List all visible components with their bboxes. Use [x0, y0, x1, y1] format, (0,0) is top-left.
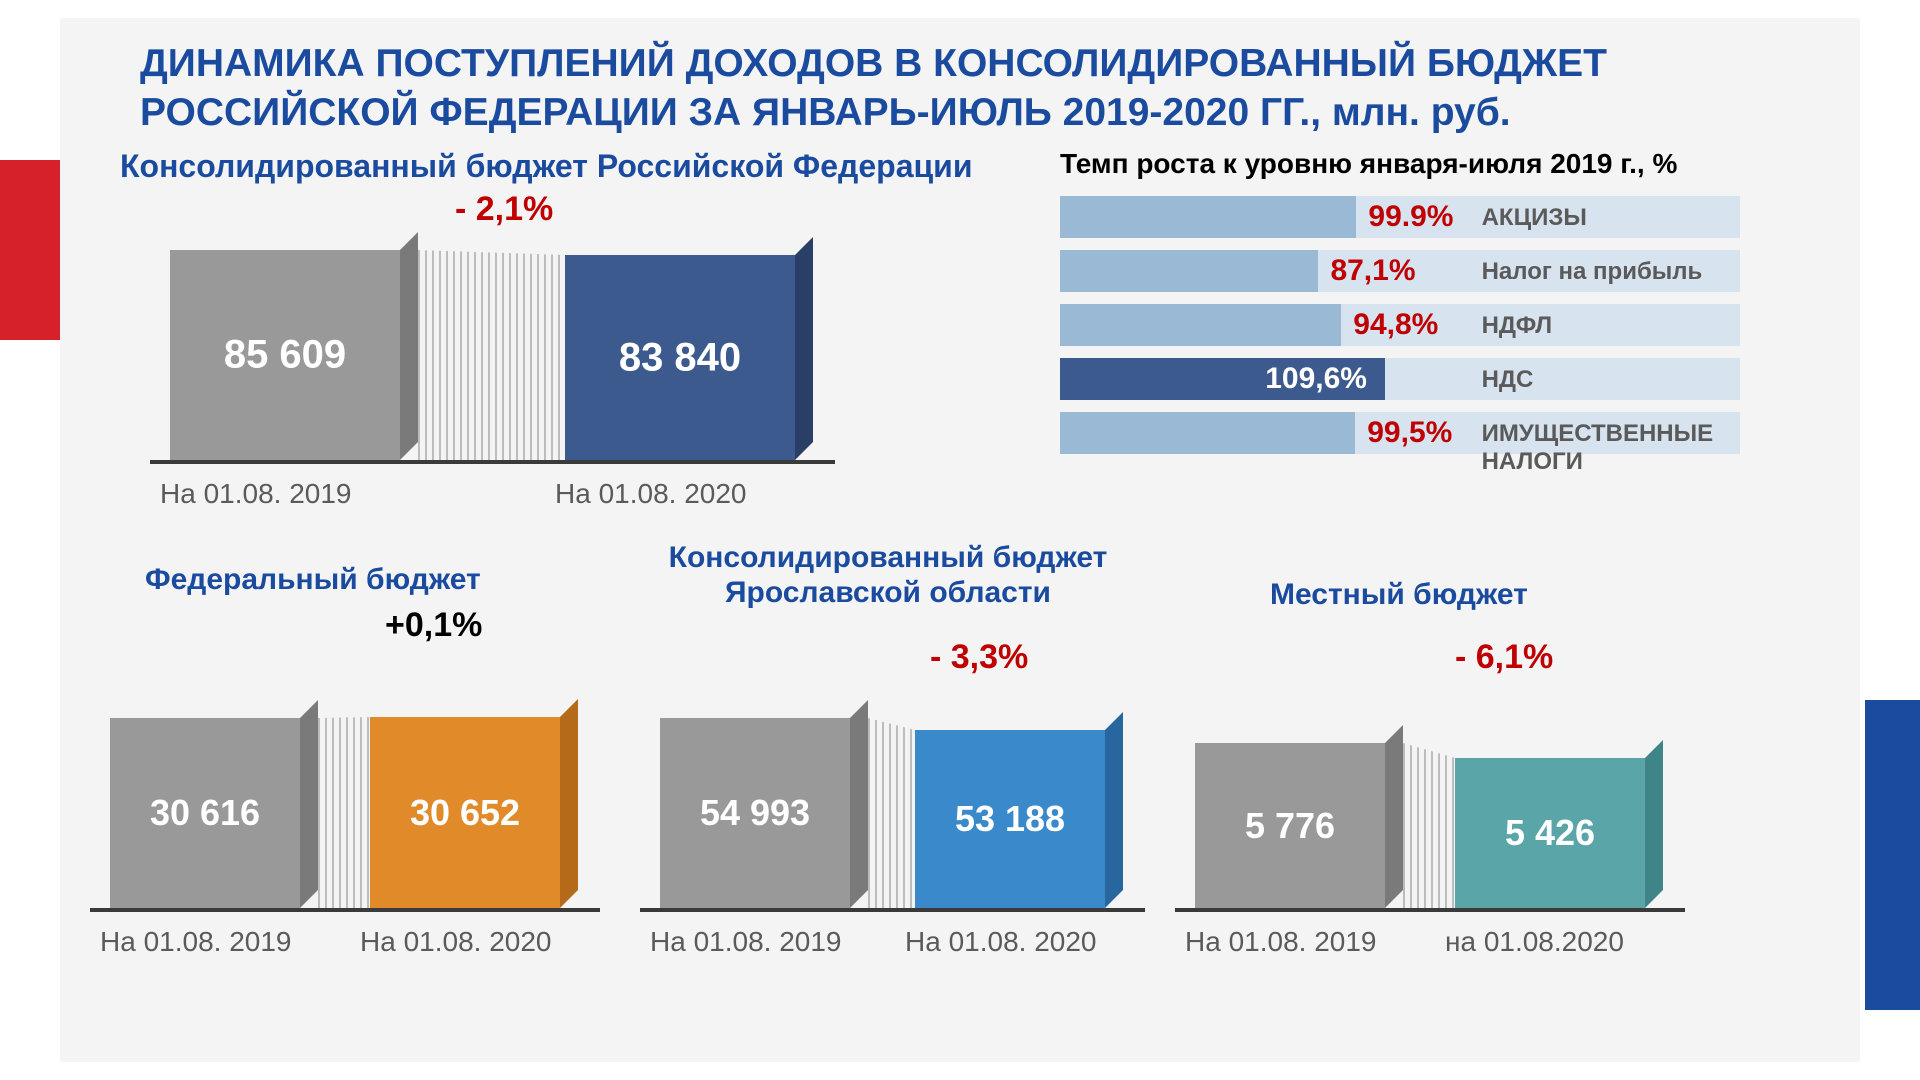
bar-value: 85 609 [170, 333, 400, 378]
funnel-hatch [868, 718, 915, 908]
growth-value: 109,6% [1265, 362, 1367, 396]
bar: 30 616 [110, 718, 300, 908]
axis-label: На 01.08. 2020 [905, 926, 1145, 958]
bar-value: 54 993 [660, 792, 850, 834]
slide-canvas: ДИНАМИКА ПОСТУПЛЕНИЙ ДОХОДОВ В КОНСОЛИДИ… [60, 18, 1860, 1062]
growth-label: НДФЛ [1482, 312, 1754, 340]
chart-title: Федеральный бюджет [145, 563, 565, 597]
funnel-hatch [318, 717, 370, 908]
growth-label: Налог на прибыль [1482, 258, 1754, 286]
growth-label: НДС [1482, 366, 1754, 394]
bar-value: 83 840 [565, 335, 795, 380]
bar: 85 609 [170, 250, 400, 460]
pct-change: - 2,1% [455, 190, 553, 229]
growth-label: ИМУЩЕСТВЕННЫЕ НАЛОГИ [1482, 420, 1754, 476]
axis-label: На 01.08. 2019 [650, 926, 890, 958]
axis-label: На 01.08. 2020 [555, 478, 815, 510]
growth-title: Темп роста к уровню января-июля 2019 г.,… [1060, 148, 1677, 180]
bar-value: 30 652 [370, 792, 560, 834]
chart-title: Консолидированный бюджет Российской Феде… [120, 148, 980, 185]
axis-label: На 01.08. 2020 [360, 926, 600, 958]
pct-change: - 6,1% [1455, 638, 1553, 677]
axis-label: На 01.08. 2019 [1185, 926, 1425, 958]
axis-label: На 01.08. 2019 [100, 926, 340, 958]
baseline [90, 908, 600, 912]
bar-value: 5 776 [1195, 805, 1385, 847]
pct-change: +0,1% [385, 606, 482, 645]
growth-bar [1060, 196, 1356, 238]
growth-bar [1060, 250, 1318, 292]
bar: 83 840 [565, 255, 795, 460]
axis-label: на 01.08.2020 [1445, 926, 1685, 958]
bar: 5 426 [1455, 758, 1645, 908]
bar: 54 993 [660, 718, 850, 908]
growth-value: 94,8% [1353, 308, 1438, 342]
growth-value: 99.9% [1368, 200, 1453, 234]
growth-value: 99,5% [1367, 416, 1452, 450]
baseline [1175, 908, 1685, 912]
bar: 53 188 [915, 730, 1105, 908]
accent-right-bar [1865, 700, 1920, 1010]
axis-label: На 01.08. 2019 [160, 478, 420, 510]
funnel-hatch [418, 250, 565, 460]
accent-left-bar [0, 160, 60, 340]
funnel-hatch [1403, 743, 1455, 908]
baseline [640, 908, 1145, 912]
growth-bar [1060, 412, 1355, 454]
page-title: ДИНАМИКА ПОСТУПЛЕНИЙ ДОХОДОВ В КОНСОЛИДИ… [140, 40, 1760, 138]
bar: 30 652 [370, 717, 560, 908]
bar: 5 776 [1195, 743, 1385, 908]
chart-title: Консолидированный бюджет Ярославской обл… [648, 541, 1128, 610]
growth-label: АКЦИЗЫ [1482, 204, 1754, 232]
pct-change: - 3,3% [930, 638, 1028, 677]
bar-value: 53 188 [915, 798, 1105, 840]
growth-bar [1060, 304, 1341, 346]
growth-value: 87,1% [1330, 254, 1415, 288]
chart-title: Местный бюджет [1270, 578, 1650, 612]
baseline [150, 460, 835, 464]
bar-value: 30 616 [110, 792, 300, 834]
bar-value: 5 426 [1455, 812, 1645, 854]
